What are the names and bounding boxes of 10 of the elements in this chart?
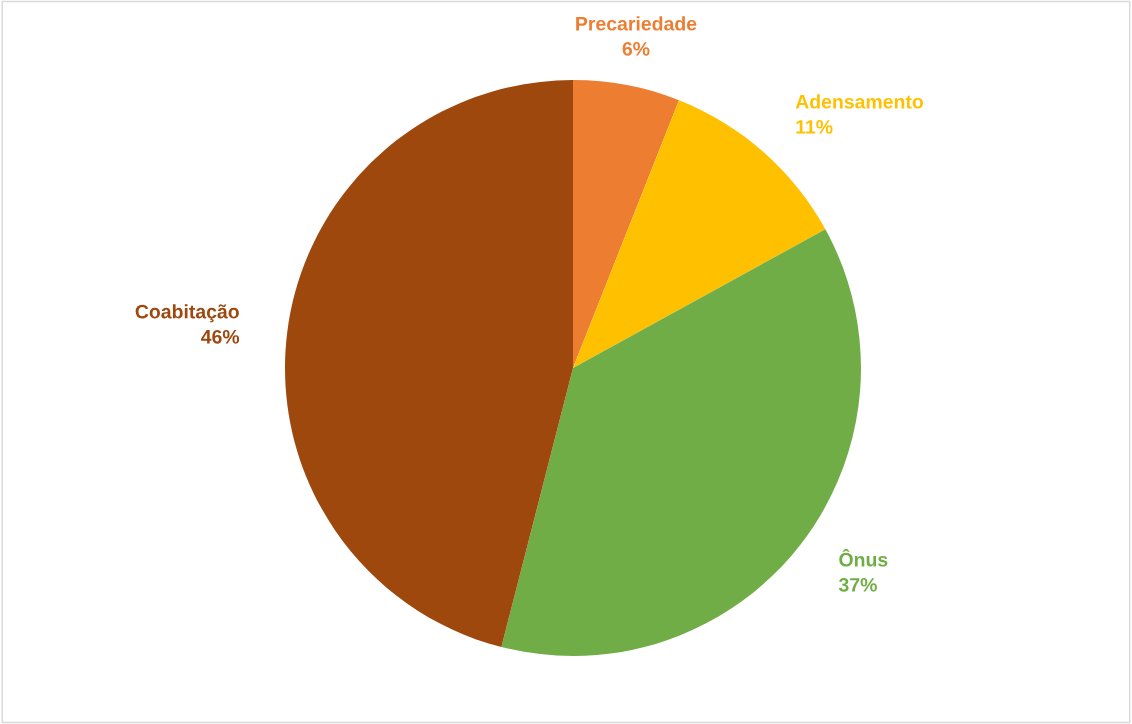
- slice-label: Coabitação: [135, 304, 239, 323]
- data-label: 6%: [622, 41, 650, 56]
- data-label: 37%: [838, 577, 877, 592]
- pie-slice: [285, 80, 573, 647]
- data-label: 11%: [796, 120, 833, 134]
- pie-slice: [573, 80, 680, 368]
- slice-label: Ônus: [839, 548, 888, 567]
- slice-label: Adensamento: [795, 94, 924, 109]
- data-label: 46%: [201, 329, 240, 344]
- slice-label: Precariedade: [576, 16, 697, 31]
